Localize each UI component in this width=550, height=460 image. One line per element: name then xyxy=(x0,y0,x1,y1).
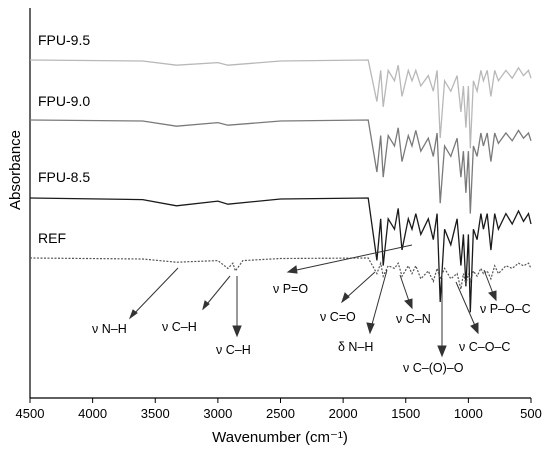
x-tick-label-4500: 4500 xyxy=(16,406,45,421)
arrowhead-c-h-stretch-2 xyxy=(232,325,242,338)
arrow-c-o-c-stretch xyxy=(455,281,477,329)
annotation-n-h-bend: δ N–H xyxy=(338,340,373,354)
x-axis-title: Wavenumber (cm⁻¹) xyxy=(212,429,348,446)
annotation-c-h-stretch-2: ν C–H xyxy=(216,343,251,357)
arrowhead-c-h-stretch-1 xyxy=(202,300,210,311)
arrowhead-p-o-stretch xyxy=(286,265,298,274)
annotation-arrows xyxy=(128,244,497,358)
series-label-fpu-8-5: FPU-8.5 xyxy=(38,169,90,185)
arrowhead-n-h-bend xyxy=(366,322,375,335)
series-label-ref: REF xyxy=(38,230,66,246)
annotation-p-o-stretch: ν P=O xyxy=(273,282,308,296)
x-tick-label-2500: 2500 xyxy=(266,406,295,421)
x-tick-label-3000: 3000 xyxy=(203,406,232,421)
arrow-c-o-stretch xyxy=(344,271,376,300)
x-tick-label-4000: 4000 xyxy=(78,406,107,421)
x-tick-label-2000: 2000 xyxy=(329,406,358,421)
annotation-c-n-stretch: ν C–N xyxy=(396,312,431,326)
arrow-n-h-bend xyxy=(370,269,388,329)
series-line-fpu-8-5 xyxy=(29,197,532,313)
series-line-fpu-9-5 xyxy=(29,59,532,149)
arrowhead-c-o-stretch xyxy=(341,292,350,304)
series-label-fpu-9-5: FPU-9.5 xyxy=(38,32,90,48)
arrowhead-c-o-c-stretch xyxy=(470,322,479,335)
x-tick-label-500: 500 xyxy=(520,406,542,421)
series-line-fpu-9-0 xyxy=(29,119,532,214)
x-tick-label-3500: 3500 xyxy=(141,406,170,421)
arrowhead-c-o-o-stretch xyxy=(437,345,447,358)
annotation-p-o-c-stretch: ν P–O–C xyxy=(480,302,531,316)
annotation-c-o-o-stretch: ν C–(O)–O xyxy=(403,361,464,375)
annotation-c-o-stretch: ν C=O xyxy=(320,310,356,324)
arrowhead-n-h-stretch xyxy=(128,309,138,320)
x-tick-label-1500: 1500 xyxy=(391,406,420,421)
arrow-c-n-stretch xyxy=(399,274,411,305)
x-axis-ticks: 4500 4000 3500 3000 2500 2000 1500 1000 500 xyxy=(16,398,542,421)
series-label-fpu-9-0: FPU-9.0 xyxy=(38,93,90,109)
x-tick-label-1000: 1000 xyxy=(454,406,483,421)
series-layer xyxy=(29,59,532,313)
annotation-n-h-stretch: ν N–H xyxy=(92,322,127,336)
y-axis-title: Absorbance xyxy=(7,130,24,210)
arrowhead-c-n-stretch xyxy=(404,298,413,310)
arrow-n-h-stretch xyxy=(129,267,179,319)
annotation-c-o-c-stretch: ν C–O–C xyxy=(459,340,510,354)
arrowhead-p-o-c-stretch xyxy=(488,290,497,302)
arrow-p-o-stretch xyxy=(291,244,413,272)
annotation-c-h-stretch-1: ν C–H xyxy=(162,320,197,334)
